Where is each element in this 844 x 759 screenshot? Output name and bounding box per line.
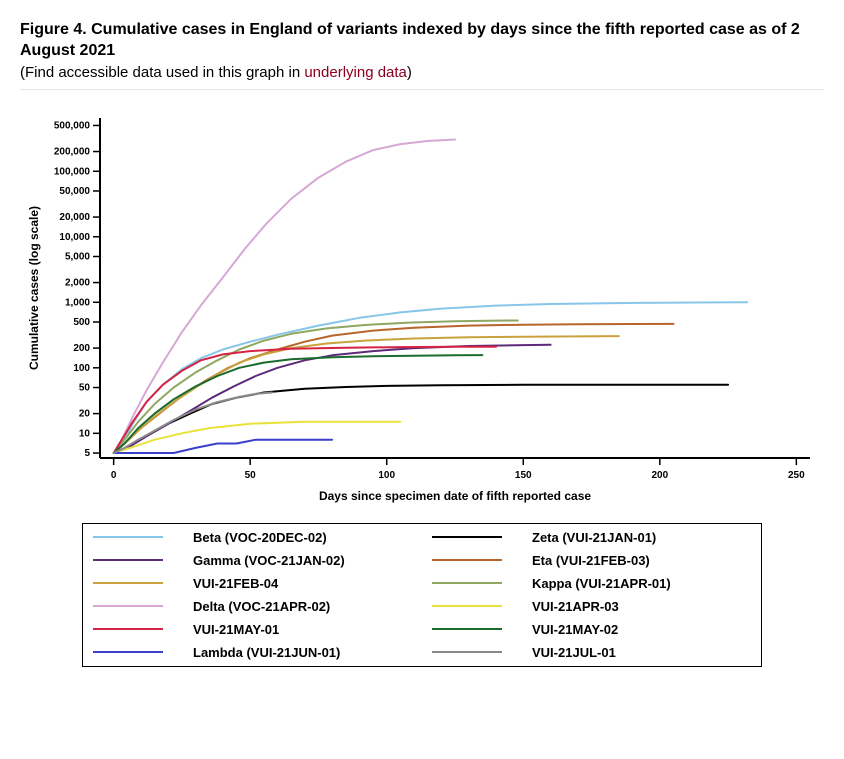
svg-text:50: 50 xyxy=(245,470,257,481)
legend-label: VUI-21MAY-01 xyxy=(193,622,279,637)
legend-label: VUI-21MAY-02 xyxy=(532,622,618,637)
svg-text:500: 500 xyxy=(73,317,90,328)
legend-swatch xyxy=(93,559,163,562)
legend-swatch xyxy=(93,536,163,539)
legend-grid: Beta (VOC-20DEC-02) Zeta (VUI-21JAN-01) Ga… xyxy=(93,530,751,660)
svg-text:50: 50 xyxy=(79,382,91,393)
legend-item: VUI-21APR-03 xyxy=(432,599,751,614)
legend-item: Gamma (VOC-21JAN-02) xyxy=(93,553,412,568)
figure-title: Figure 4. Cumulative cases in England of… xyxy=(20,20,824,62)
svg-text:100: 100 xyxy=(73,362,90,373)
legend-label: VUI-21JUL-01 xyxy=(532,645,616,660)
svg-text:50,000: 50,000 xyxy=(59,186,90,197)
legend-swatch xyxy=(432,582,502,585)
svg-text:5,000: 5,000 xyxy=(65,251,90,262)
legend-label: Zeta (VUI-21JAN-01) xyxy=(532,530,656,545)
legend-swatch xyxy=(432,605,502,608)
legend-item: Lambda (VUI-21JUN-01) xyxy=(93,645,412,660)
subtitle-suffix: ) xyxy=(407,64,412,81)
legend-item: VUI-21FEB-04 xyxy=(93,576,412,591)
legend-item: Delta (VOC-21APR-02) xyxy=(93,599,412,614)
legend-item: VUI-21JUL-01 xyxy=(432,645,751,660)
subtitle-prefix: (Find accessible data used in this graph… xyxy=(20,64,304,81)
figure-container: Figure 4. Cumulative cases in England of… xyxy=(20,20,824,667)
legend-label: Gamma (VOC-21JAN-02) xyxy=(193,553,345,568)
legend-label: Delta (VOC-21APR-02) xyxy=(193,599,330,614)
legend-item: Kappa (VUI-21APR-01) xyxy=(432,576,751,591)
legend-swatch xyxy=(432,651,502,654)
figure-subtitle: (Find accessible data used in this graph… xyxy=(20,64,824,81)
legend-label: VUI-21FEB-04 xyxy=(193,576,278,591)
legend-swatch xyxy=(432,559,502,562)
svg-text:200: 200 xyxy=(651,470,668,481)
legend-swatch xyxy=(93,605,163,608)
legend-item: Eta (VUI-21FEB-03) xyxy=(432,553,751,568)
legend-label: Beta (VOC-20DEC-02) xyxy=(193,530,327,545)
svg-text:200: 200 xyxy=(73,343,90,354)
svg-text:500,000: 500,000 xyxy=(54,120,91,131)
legend-item: VUI-21MAY-01 xyxy=(93,622,412,637)
svg-text:0: 0 xyxy=(111,470,117,481)
svg-text:100: 100 xyxy=(378,470,395,481)
legend-swatch xyxy=(432,536,502,539)
legend-label: Eta (VUI-21FEB-03) xyxy=(532,553,650,568)
svg-text:20: 20 xyxy=(79,408,91,419)
divider xyxy=(20,89,824,90)
svg-text:1,000: 1,000 xyxy=(65,297,90,308)
svg-text:150: 150 xyxy=(515,470,532,481)
chart-area: 51020501002005001,0002,0005,00010,00020,… xyxy=(20,108,824,513)
legend-swatch xyxy=(432,628,502,631)
svg-text:100,000: 100,000 xyxy=(54,166,91,177)
svg-text:Days since specimen date of fi: Days since specimen date of fifth report… xyxy=(319,489,591,503)
legend-label: Kappa (VUI-21APR-01) xyxy=(532,576,671,591)
line-chart: 51020501002005001,0002,0005,00010,00020,… xyxy=(20,108,824,508)
svg-text:5: 5 xyxy=(84,448,90,459)
svg-text:10,000: 10,000 xyxy=(59,231,90,242)
svg-text:2,000: 2,000 xyxy=(65,277,90,288)
svg-text:20,000: 20,000 xyxy=(59,212,90,223)
legend-item: VUI-21MAY-02 xyxy=(432,622,751,637)
legend-label: Lambda (VUI-21JUN-01) xyxy=(193,645,340,660)
legend-swatch xyxy=(93,582,163,585)
legend-swatch xyxy=(93,651,163,654)
legend-swatch xyxy=(93,628,163,631)
legend-item: Zeta (VUI-21JAN-01) xyxy=(432,530,751,545)
svg-text:Cumulative cases (log scale): Cumulative cases (log scale) xyxy=(27,206,41,370)
underlying-data-link[interactable]: underlying data xyxy=(304,64,407,81)
legend-item: Beta (VOC-20DEC-02) xyxy=(93,530,412,545)
legend-label: VUI-21APR-03 xyxy=(532,599,619,614)
svg-text:250: 250 xyxy=(788,470,805,481)
svg-text:200,000: 200,000 xyxy=(54,146,91,157)
svg-text:10: 10 xyxy=(79,428,91,439)
legend-box: Beta (VOC-20DEC-02) Zeta (VUI-21JAN-01) Ga… xyxy=(82,523,762,667)
